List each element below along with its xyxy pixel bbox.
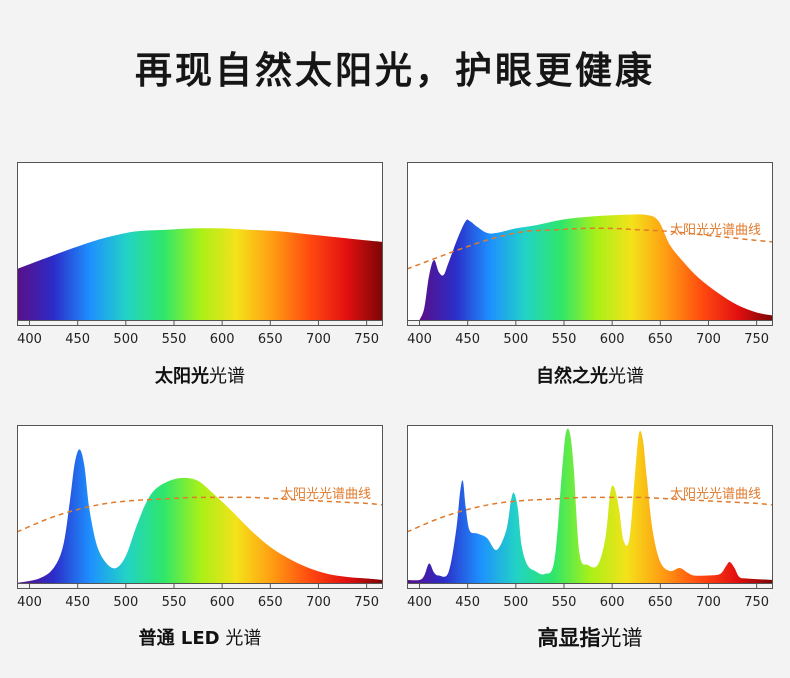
caption-normal: 光谱 <box>600 626 643 650</box>
x-tick-label: 500 <box>113 595 138 610</box>
sun-curve-label: 太阳光光谱曲线 <box>670 223 761 238</box>
x-tick-label: 600 <box>600 595 625 610</box>
chart-natural-light: 400 450 500 550 600 650 700 750 太阳光光谱曲线 <box>407 162 773 347</box>
x-tick-label: 400 <box>407 595 432 610</box>
x-tick-label: 700 <box>696 332 721 347</box>
x-tick-label: 400 <box>17 595 42 610</box>
caption-high-cri: 高显指光谱 <box>407 622 773 652</box>
x-tick-label: 500 <box>503 595 528 610</box>
x-tick-label: 500 <box>503 332 528 347</box>
chart-frame <box>17 425 383 589</box>
x-tick-label: 700 <box>696 595 721 610</box>
caption-bold: 太阳光 <box>155 366 209 387</box>
caption-natural-light: 自然之光光谱 <box>407 362 773 388</box>
caption-normal-led: 普通 LED 光谱 <box>17 624 383 650</box>
x-tick-label: 400 <box>17 332 42 347</box>
chart-panel-sunlight: 400 450 500 550 600 650 700 750 <box>17 162 383 350</box>
sun-curve-label: 太阳光光谱曲线 <box>280 487 371 502</box>
x-tick-label: 750 <box>354 595 379 610</box>
caption-sunlight: 太阳光光谱 <box>17 362 383 388</box>
page-title: 再现自然太阳光，护眼更健康 <box>135 49 655 92</box>
chart-high-cri: 400 450 500 550 600 650 700 750 太阳光光谱曲线 <box>407 425 773 610</box>
x-tick-label: 750 <box>744 595 769 610</box>
caption-bold: 普通 LED <box>138 628 220 649</box>
x-tick-label: 500 <box>113 332 138 347</box>
spectrum-area <box>17 228 383 320</box>
spectrum-area <box>17 449 383 583</box>
x-tick-label: 750 <box>744 332 769 347</box>
chart-normal-led: 400 450 500 550 600 650 700 750 太阳光光谱曲线 <box>17 425 383 610</box>
x-tick-label: 550 <box>552 595 577 610</box>
x-tick-label: 450 <box>65 595 90 610</box>
caption-normal: 光谱 <box>608 366 644 387</box>
x-tick-label: 400 <box>407 332 432 347</box>
chart-frame <box>407 162 773 326</box>
x-tick-label: 600 <box>210 595 235 610</box>
caption-normal: 光谱 <box>209 366 245 387</box>
x-tick-label: 650 <box>648 595 673 610</box>
x-tick-label: 550 <box>552 332 577 347</box>
caption-normal: 光谱 <box>219 628 262 649</box>
sun-curve-label: 太阳光光谱曲线 <box>670 487 761 502</box>
x-tick-label: 600 <box>210 332 235 347</box>
chart-frame <box>407 425 773 589</box>
sun-reference-curve <box>407 496 773 533</box>
chart-frame <box>17 162 383 326</box>
x-tick-label: 450 <box>65 332 90 347</box>
x-tick-label: 450 <box>455 595 480 610</box>
x-tick-label: 450 <box>455 332 480 347</box>
chart-panel-normal-led: 400 450 500 550 600 650 700 750 太阳光光谱曲线 <box>17 425 383 613</box>
x-tick-label: 550 <box>162 595 187 610</box>
chart-panel-high-cri: 400 450 500 550 600 650 700 750 太阳光光谱曲线 <box>407 425 773 613</box>
spectrum-area <box>419 214 773 320</box>
x-tick-label: 650 <box>258 595 283 610</box>
x-tick-label: 700 <box>306 595 331 610</box>
x-tick-label: 650 <box>258 332 283 347</box>
sun-reference-curve <box>407 227 773 270</box>
chart-panel-natural-light: 400 450 500 550 600 650 700 750 太阳光光谱曲线 <box>407 162 773 350</box>
x-tick-label: 600 <box>600 332 625 347</box>
x-tick-label: 550 <box>162 332 187 347</box>
chart-sunlight: 400 450 500 550 600 650 700 750 <box>17 162 383 347</box>
caption-bold: 自然之光 <box>536 366 608 387</box>
caption-bold: 高显指 <box>537 626 601 650</box>
x-tick-label: 750 <box>354 332 379 347</box>
sun-reference-curve <box>17 496 383 533</box>
x-tick-label: 700 <box>306 332 331 347</box>
x-tick-label: 650 <box>648 332 673 347</box>
